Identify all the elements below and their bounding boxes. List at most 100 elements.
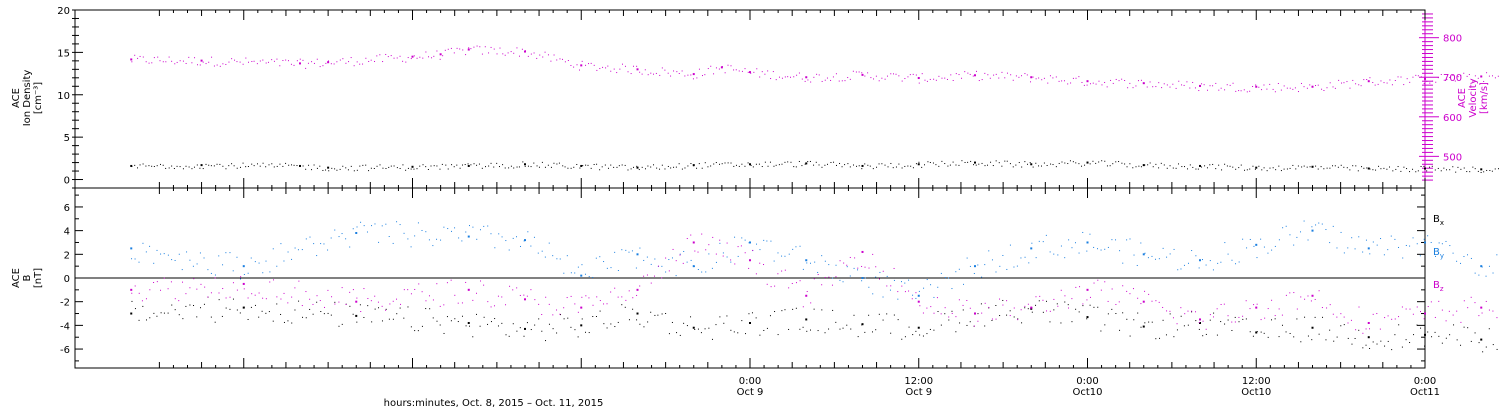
density-series-dot: [813, 164, 815, 166]
field-series-by-dot: [490, 233, 492, 235]
field-series-bx-dot: [1274, 318, 1276, 320]
field-series-by-dot: [366, 231, 368, 233]
field-series-bx-dot: [316, 301, 318, 303]
velocity-series-dot: [225, 63, 227, 65]
velocity-series-dot: [428, 56, 430, 58]
velocity-series-dot: [1201, 83, 1203, 85]
field-series-by-dot: [1097, 248, 1099, 250]
field-series-bx-dot: [338, 325, 340, 327]
field-series-by-dot: [574, 272, 576, 274]
field-series-bx-dot: [1391, 349, 1393, 351]
velocity-series-dot: [816, 73, 818, 75]
field-series-by-dot: [1485, 275, 1487, 277]
density-series-dot: [148, 165, 150, 167]
field-series-bx-dot: [1263, 332, 1265, 334]
velocity-series-dot: [804, 80, 806, 82]
field-series-by-dot: [599, 256, 601, 258]
velocity-series-dot: [1443, 79, 1445, 81]
field-series-by-dot: [323, 243, 325, 245]
field-series-bx-dot: [763, 329, 765, 331]
velocity-series-dot: [596, 69, 598, 71]
density-series-dot: [1261, 169, 1263, 171]
density-series-dot: [522, 161, 524, 163]
field-series-by-dot: [726, 256, 728, 258]
field-series-bx-dot: [1463, 326, 1465, 328]
density-series-dot: [949, 164, 951, 166]
field-series-bx-dot: [617, 321, 619, 323]
velocity-series-dot: [1149, 81, 1151, 83]
field-series-by-dot: [1445, 240, 1447, 242]
velocity-series-dot: [630, 73, 632, 75]
density-series-dot: [162, 164, 164, 166]
density-series-dot: [824, 164, 826, 166]
field-series-by-dot: [1463, 256, 1465, 258]
velocity-series-dot: [1380, 80, 1382, 82]
field-series-by-dot: [291, 258, 293, 260]
field-series-bx-dot: [581, 318, 583, 320]
velocity-series-dot: [1249, 90, 1251, 92]
field-series-bx-dot: [1478, 342, 1480, 344]
field-series-by-dot: [153, 262, 155, 264]
velocity-series-dot: [727, 64, 729, 66]
velocity-series-dot: [1352, 79, 1354, 81]
field-series-by-dot: [646, 256, 648, 258]
velocity-series-dot: [1129, 82, 1131, 84]
density-series-dot: [755, 163, 757, 165]
velocity-series-dot: [191, 62, 193, 64]
density-series-dot: [564, 166, 566, 168]
field-series-by-dot: [1387, 249, 1389, 251]
field-series-bx-dot: [904, 336, 906, 338]
field-series-by-dot: [918, 290, 920, 292]
field-series-by-dot: [824, 260, 826, 262]
field-series-bx-dot: [1049, 321, 1051, 323]
density-series-dot: [955, 164, 957, 166]
field-series-by-dot: [142, 242, 144, 244]
field-series-bx-dot: [636, 319, 638, 321]
velocity-series-dot: [926, 80, 928, 82]
field-series-bx-dot: [163, 312, 165, 314]
density-series-dot: [590, 167, 592, 169]
velocity-series-point-10: [692, 73, 695, 76]
field-series-bx-dot: [1413, 334, 1415, 336]
field-series-by-dot: [407, 238, 409, 240]
density-series-dot: [1209, 164, 1211, 166]
field-series-by-dot: [1045, 234, 1047, 236]
density-series-dot: [1249, 168, 1251, 170]
velocity-series-dot: [741, 70, 743, 72]
density-series-dot: [687, 165, 689, 167]
density-series-dot: [593, 164, 595, 166]
density-series-dot: [490, 162, 492, 164]
density-series-dot: [1380, 168, 1382, 170]
velocity-series-dot: [1389, 79, 1391, 81]
field-series-by: [130, 220, 1498, 300]
velocity-series-dot: [396, 57, 398, 59]
field-series-by-dot: [1183, 264, 1185, 266]
field-series-bx-dot: [711, 338, 713, 340]
field-series-bx-dot: [1216, 334, 1218, 336]
top-left-tick-label: 0: [64, 176, 70, 187]
field-series-bx-point-7: [692, 326, 695, 329]
density-series-dot: [533, 162, 535, 164]
velocity-series-dot: [830, 79, 832, 81]
density-series-dot: [938, 165, 940, 167]
velocity-series-dot: [305, 67, 307, 69]
density-series-dot: [1340, 164, 1342, 166]
velocity-series-dot: [1055, 76, 1057, 78]
field-series-bx-dot: [897, 319, 899, 321]
field-series-bx-dot: [1133, 319, 1135, 321]
velocity-series-dot: [784, 76, 786, 78]
field-series-bx-dot: [541, 330, 543, 332]
density-series-dot: [927, 161, 929, 163]
field-series-bx-dot: [243, 306, 245, 308]
field-series-by-dot: [160, 253, 162, 255]
field-series-bx-dot: [250, 306, 252, 308]
density-series-dot: [1392, 170, 1394, 172]
field-series-bx-dot: [436, 320, 438, 322]
field-series-bx-dot: [560, 314, 562, 316]
density-series-dot: [1092, 160, 1094, 162]
density-series-dot: [582, 165, 584, 167]
density-series-dot: [961, 160, 963, 162]
field-series-by-dot: [1002, 254, 1004, 256]
field-series-by-dot: [963, 283, 965, 285]
density-series-dot: [839, 162, 841, 164]
